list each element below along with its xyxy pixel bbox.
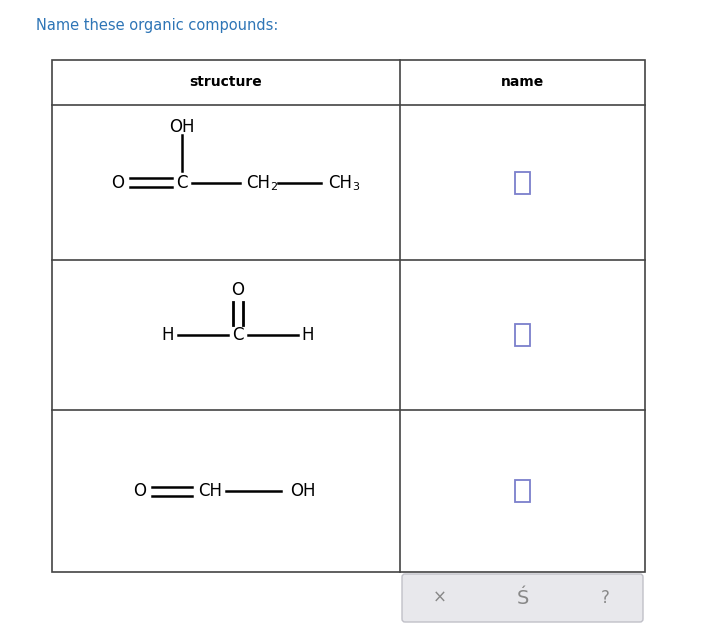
Text: Name these organic compounds:: Name these organic compounds: — [36, 18, 278, 33]
Text: OH: OH — [169, 117, 195, 135]
Text: name: name — [501, 75, 544, 89]
Text: O: O — [232, 281, 244, 299]
Bar — [52, 60, 645, 572]
Text: OH: OH — [290, 482, 315, 500]
Text: CH: CH — [246, 174, 270, 191]
Bar — [515, 172, 530, 193]
FancyBboxPatch shape — [402, 574, 643, 622]
Text: H: H — [302, 326, 314, 344]
Text: H: H — [162, 326, 174, 344]
Text: ×: × — [433, 589, 447, 607]
Text: O: O — [133, 482, 146, 500]
Text: ?: ? — [601, 589, 609, 607]
Text: Ś: Ś — [516, 588, 528, 607]
Text: C: C — [176, 174, 188, 191]
Text: CH: CH — [198, 482, 222, 500]
Text: structure: structure — [189, 75, 262, 89]
Text: C: C — [232, 326, 244, 344]
Text: O: O — [112, 174, 125, 191]
Text: CH: CH — [328, 174, 352, 191]
Text: 2: 2 — [270, 182, 277, 193]
Text: 3: 3 — [353, 182, 359, 193]
Bar — [515, 480, 530, 502]
Bar — [515, 324, 530, 346]
